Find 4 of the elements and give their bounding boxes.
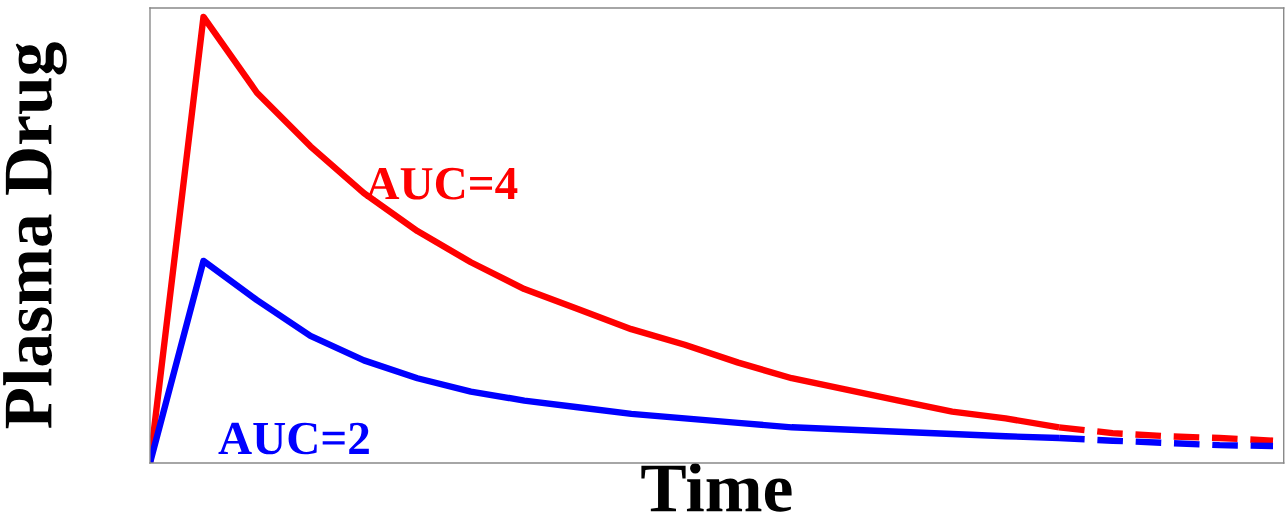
x-axis-title: Time (641, 463, 792, 512)
annotation: AUC=2 (218, 422, 369, 455)
annotation: AUC=4 (365, 167, 518, 200)
y-axis-title: Plasma Drug (3, 42, 67, 429)
